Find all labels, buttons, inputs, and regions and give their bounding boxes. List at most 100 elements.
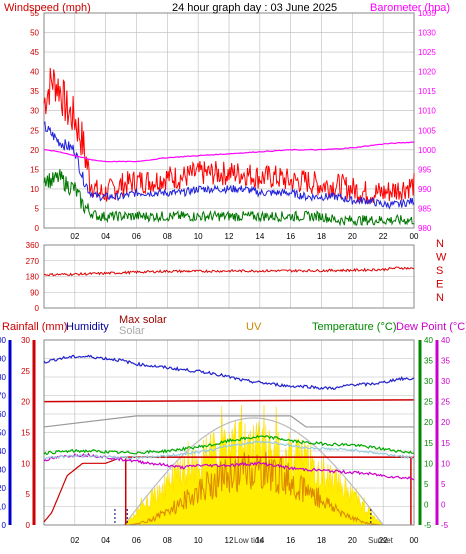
temperature-label: Temperature (°C) [312,321,396,333]
temp-y-tick: 10 [424,459,433,468]
rain-y-tick: 15 [21,429,30,438]
wind-x-ticks: 02 04 06 08 10 12 14 16 18 20 22 00 [70,232,419,241]
wind-y-ticks: 0 5 10 15 20 25 30 35 40 45 50 55 [30,9,39,233]
barometer-y-tick: 980 [418,224,432,233]
wind-x-tick: 08 [163,232,172,241]
bottom-x-tick: 12 [225,536,234,545]
direction-series [43,266,414,277]
sunset-annotation: Sunset [368,536,394,545]
direction-letter: S [436,265,443,277]
humidity-y-tick: 40 [0,447,7,456]
barometer-y-tick: 1000 [418,146,436,155]
dew-point-label: Dew Point (°C) [396,321,466,333]
direction-y-tick: 90 [30,288,39,297]
humidity-y-tick: 90 [0,355,7,364]
bottom-x-tick: 04 [101,536,110,545]
dew-y-tick: -5 [441,521,449,530]
dew-y-tick: 30 [441,377,450,386]
barometer-y-tick: 1010 [418,107,436,116]
wind-axis-label: Windspeed (mph) [4,2,91,14]
wind-y-tick: 15 [30,165,39,174]
wind-y-tick: 50 [30,29,39,38]
temp-y-tick: 20 [424,418,433,427]
rain-y-tick: 0 [26,521,31,530]
temp-y-tick: 30 [424,377,433,386]
wind-y-tick: 35 [30,87,39,96]
temp-y-tick: 5 [424,480,429,489]
series-wind-average [43,121,415,210]
wind-x-tick: 06 [132,232,141,241]
uv-curve [124,451,384,526]
wind-x-tick: 04 [101,232,110,241]
wind-x-tick: 14 [255,232,264,241]
bottom-x-tick: 18 [317,536,326,545]
rain-y-tick: 25 [21,367,30,376]
bottom-x-tick: 08 [163,536,172,545]
dew-y-tick: 5 [441,480,446,489]
bottom-x-tick: 22 [379,536,388,545]
barometer-y-tick: 990 [418,185,432,194]
bottom-x-tick: 06 [132,536,141,545]
humidity-y-tick: 50 [0,429,7,438]
direction-y-tick: 360 [26,241,40,250]
feels-like-line [43,440,415,460]
direction-y-tick: 270 [26,257,40,266]
chart-title: 24 hour graph day : 03 June 2025 [172,2,337,14]
barometer-y-tick: 1025 [418,48,436,57]
series-temperature-c- [43,434,415,455]
barometer-y-tick: 1020 [418,68,436,77]
wind-y-tick: 5 [35,204,40,213]
wind-panel-frame [43,12,415,229]
dew-y-tick: 10 [441,459,450,468]
bottom-x-tick: 14 [255,536,264,545]
barometer-y-ticks: 980 985 990 995 1000 1005 1010 1015 1020 1025 1030… [418,9,436,233]
temp-y-tick: 40 [424,336,433,345]
humidity-label: Humidity [66,321,109,333]
wind-x-tick: 00 [410,232,419,241]
humidity-y-tick: 20 [0,484,7,493]
series-wind-speed [43,169,415,227]
series-humidity [43,354,415,391]
bottom-x-tick: 20 [348,536,357,545]
direction-letter: N [436,292,444,304]
series-wind-direction [43,266,414,277]
temp-y-tick: 35 [424,357,433,366]
bottom-series [43,354,415,523]
bottom-x-tick: 16 [286,536,295,545]
dew-y-tick: 20 [441,418,450,427]
rain-y-tick: 5 [26,490,31,499]
barometer-y-tick: 985 [418,204,432,213]
bottom-y-ticks: 0102030405060708090100051015202530-50510… [0,336,450,530]
humidity-y-tick: 70 [0,392,7,401]
solar-label: Solar [119,325,145,337]
barometer-y-tick: 1005 [418,126,436,135]
series-dew-point-c- [43,452,415,481]
humidity-y-tick: 80 [0,373,7,382]
dew-y-tick: 35 [441,357,450,366]
temp-y-tick: 15 [424,439,433,448]
wind-x-tick: 12 [225,232,234,241]
humidity-y-tick: 0 [2,521,7,530]
dew-y-tick: 15 [441,439,450,448]
direction-y-tick: 180 [26,273,40,282]
wind-x-tick: 22 [379,232,388,241]
low-tide-annotation: Low tide [234,536,264,545]
barometer-y-tick: 1030 [418,29,436,38]
max-solar-line [43,399,415,403]
dew-y-tick: 40 [441,336,450,345]
wind-series [43,67,415,227]
bottom-x-tick: 10 [194,536,203,545]
wind-y-tick: 20 [30,146,39,155]
max-solar-label: Max solar [119,314,167,326]
humidity-y-tick: 100 [0,336,7,345]
wind-y-tick: 25 [30,126,39,135]
series-barometer [43,141,415,163]
direction-y-tick: 0 [35,304,40,313]
wind-x-tick: 16 [286,232,295,241]
direction-letter: N [436,238,444,250]
wind-y-tick: 30 [30,107,39,116]
barometer-axis-label: Barometer (hpa) [370,2,450,14]
direction-y-ticks: 0 90 180 270 360 [26,241,40,313]
temp-y-tick: -5 [424,521,432,530]
